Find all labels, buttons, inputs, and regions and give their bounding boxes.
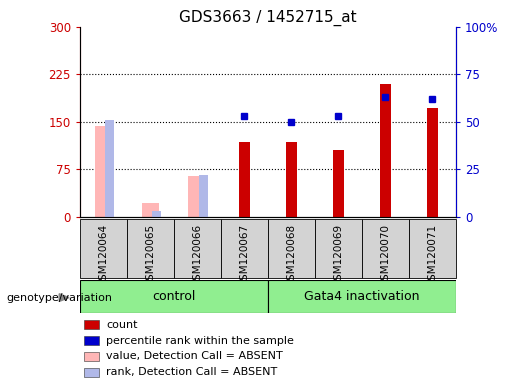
Bar [84, 336, 99, 345]
Bar [95, 126, 112, 217]
Bar [315, 219, 362, 278]
Polygon shape [59, 294, 69, 301]
Text: Gata4 inactivation: Gata4 inactivation [304, 290, 420, 303]
Bar [409, 219, 456, 278]
Text: control: control [152, 290, 196, 303]
Bar [362, 219, 409, 278]
Text: GSM120064: GSM120064 [98, 223, 108, 287]
Bar [152, 211, 162, 217]
Bar [268, 219, 315, 278]
Text: count: count [106, 320, 138, 330]
Text: GSM120067: GSM120067 [239, 223, 249, 287]
Bar [127, 219, 174, 278]
Bar [142, 203, 159, 217]
Bar [84, 320, 99, 329]
Bar [380, 84, 390, 217]
Bar [84, 368, 99, 377]
Text: GSM120066: GSM120066 [192, 223, 202, 287]
Bar [188, 176, 206, 217]
Text: genotype/variation: genotype/variation [6, 293, 112, 303]
Bar [239, 142, 250, 217]
Bar [286, 142, 297, 217]
Text: GSM120065: GSM120065 [145, 223, 156, 287]
Bar [84, 352, 99, 361]
Bar [427, 108, 438, 217]
Bar [221, 219, 268, 278]
Bar [105, 120, 114, 217]
Text: GSM120069: GSM120069 [333, 223, 344, 287]
Bar [80, 280, 268, 313]
Text: GSM120068: GSM120068 [286, 223, 296, 287]
Text: rank, Detection Call = ABSENT: rank, Detection Call = ABSENT [106, 367, 277, 377]
Title: GDS3663 / 1452715_at: GDS3663 / 1452715_at [179, 9, 356, 25]
Text: value, Detection Call = ABSENT: value, Detection Call = ABSENT [106, 351, 283, 361]
Text: GSM120070: GSM120070 [380, 223, 390, 286]
Text: percentile rank within the sample: percentile rank within the sample [106, 336, 294, 346]
Bar [80, 219, 127, 278]
Text: GSM120071: GSM120071 [427, 223, 437, 287]
Bar [199, 175, 209, 217]
Bar [333, 151, 344, 217]
Bar [174, 219, 221, 278]
Bar [268, 280, 456, 313]
